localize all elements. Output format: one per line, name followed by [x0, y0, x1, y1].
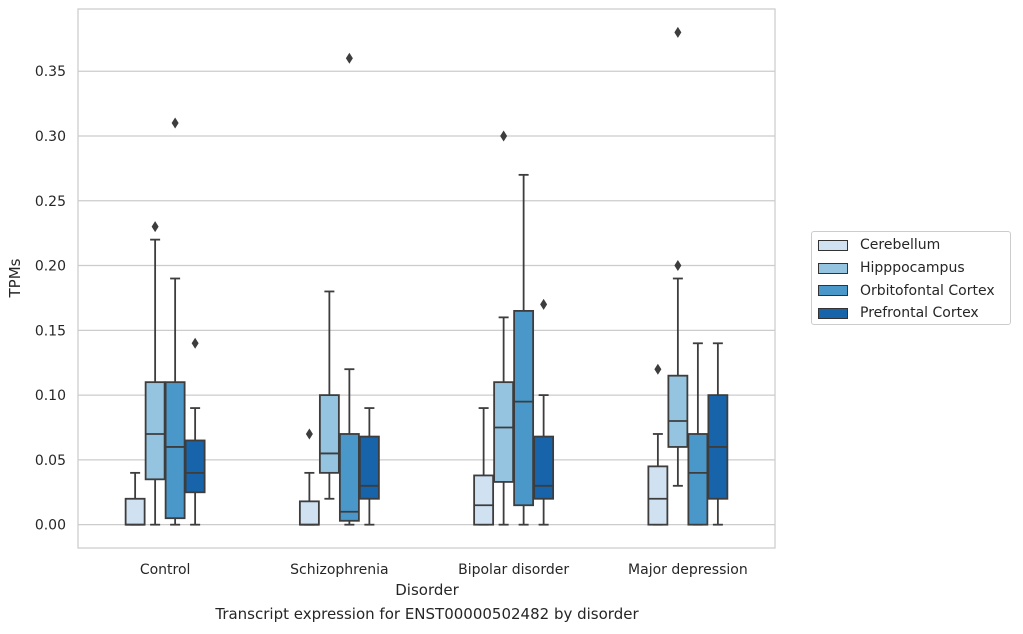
box-group [687, 342, 709, 526]
box-group [164, 117, 186, 526]
box [493, 381, 515, 483]
box [473, 474, 495, 526]
legend-item-orbitofrontal: Orbitofontal Cortex [818, 279, 1010, 302]
box [533, 435, 555, 500]
box [667, 374, 689, 448]
legend-swatch-hippocampus [818, 262, 848, 274]
box-group [144, 221, 166, 526]
box-group [513, 173, 535, 526]
box-group [707, 342, 729, 526]
box [513, 309, 535, 507]
x-tick-label: Major depression [628, 562, 748, 578]
plot-boxes [124, 26, 729, 526]
legend: Cerebellum Hipppocampus Orbitofontal Cor… [811, 231, 1011, 325]
legend-label-prefrontal: Prefrontal Cortex [860, 305, 979, 322]
x-axis-title: Disorder [395, 581, 459, 599]
legend-swatch-orbitofrontal [818, 285, 848, 297]
box-group [318, 290, 340, 500]
box-group [493, 130, 515, 526]
box [358, 435, 380, 500]
outlier-point [674, 260, 682, 272]
outlier-point [171, 117, 179, 129]
outlier-point [345, 52, 353, 64]
y-tick-label: 0.10 [35, 388, 66, 404]
x-tick-label: Control [140, 562, 191, 578]
legend-label-hippocampus: Hipppocampus [860, 260, 965, 277]
box [318, 394, 340, 474]
legend-item-prefrontal: Prefrontal Cortex [818, 302, 1010, 325]
box [164, 381, 186, 520]
box-group [647, 363, 669, 526]
box [298, 500, 320, 526]
x-tick-label: Bipolar disorder [458, 562, 569, 578]
box-group [473, 407, 495, 526]
outlier-point [540, 298, 548, 310]
outlier-point [500, 130, 508, 142]
legend-swatch-prefrontal [818, 307, 848, 319]
x-tick-labels: Control Schizophrenia Bipolar disorder Majo… [140, 562, 748, 578]
y-tick-label: 0.30 [35, 129, 66, 145]
box [338, 433, 360, 522]
box [124, 497, 146, 526]
y-tick-labels: 0.00 0.05 0.10 0.15 0.20 0.25 0.30 0.35 [35, 64, 66, 533]
legend-item-hippocampus: Hipppocampus [818, 257, 1010, 280]
box-group [667, 26, 689, 487]
box [144, 381, 166, 481]
box-group [338, 52, 360, 526]
outlier-point [305, 428, 313, 440]
outlier-point [191, 337, 199, 349]
outlier-point [151, 221, 159, 233]
box [647, 465, 669, 526]
figure-caption: Transcript expression for ENST0000050248… [215, 605, 639, 623]
y-axis-title: TPMs [6, 258, 24, 298]
box [184, 439, 206, 494]
plot-frame [77, 8, 776, 549]
box-group [358, 407, 380, 526]
box [687, 433, 709, 526]
box-group [184, 337, 206, 526]
legend-label-cerebellum: Cerebellum [860, 237, 941, 254]
legend-item-cerebellum: Cerebellum [818, 234, 1010, 257]
outlier-point [674, 26, 682, 38]
outlier-point [654, 363, 662, 375]
legend-label-orbitofrontal: Orbitofontal Cortex [860, 282, 995, 299]
x-tick-label: Schizophrenia [290, 562, 388, 578]
y-tick-label: 0.00 [35, 518, 66, 534]
y-tick-label: 0.05 [35, 453, 66, 469]
y-tick-label: 0.20 [35, 259, 66, 275]
y-tick-label: 0.15 [35, 323, 66, 339]
box-group [533, 298, 555, 526]
legend-swatch-cerebellum [818, 239, 848, 251]
box-group [124, 471, 146, 526]
y-tick-label: 0.25 [35, 194, 66, 210]
y-tick-label: 0.35 [35, 64, 66, 80]
box-group [298, 428, 320, 526]
